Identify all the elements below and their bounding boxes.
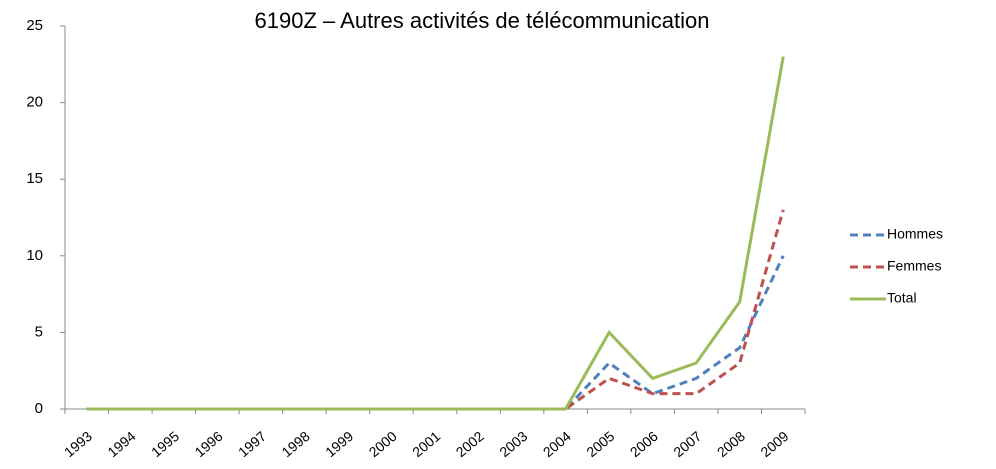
x-tick-label: 1997 xyxy=(235,428,269,460)
x-tick-label: 1998 xyxy=(279,428,313,460)
x-tick-label: 2005 xyxy=(583,428,617,460)
x-tick-label: 2007 xyxy=(670,428,704,460)
x-tick-label: 1994 xyxy=(104,428,138,460)
x-tick-label: 2001 xyxy=(409,428,443,460)
y-tick-label: 20 xyxy=(26,94,43,111)
x-tick-label: 2008 xyxy=(714,428,748,460)
x-tick-label: 2004 xyxy=(540,428,574,460)
x-tick-label: 2000 xyxy=(366,428,400,460)
x-tick-label: 1993 xyxy=(61,428,95,460)
y-tick-label: 5 xyxy=(35,323,43,340)
x-tick-label: 2002 xyxy=(453,428,487,460)
x-tick-label: 1996 xyxy=(192,428,226,460)
legend-label: Total xyxy=(887,290,917,306)
series-line xyxy=(86,209,785,411)
x-tick-label: 2009 xyxy=(757,428,791,460)
y-tick-label: 0 xyxy=(35,400,43,417)
x-tick-label: 1995 xyxy=(148,428,182,460)
chart-title: 6190Z – Autres activités de télécommunic… xyxy=(255,8,710,33)
legend-label: Hommes xyxy=(887,226,943,242)
series-line xyxy=(86,56,785,411)
x-tick-label: 2003 xyxy=(496,428,530,460)
y-tick-label: 15 xyxy=(26,170,43,187)
x-tick-label: 2006 xyxy=(627,428,661,460)
legend-label: Femmes xyxy=(887,258,941,274)
series-line xyxy=(86,255,785,411)
y-tick-label: 25 xyxy=(26,17,43,34)
y-tick-label: 10 xyxy=(26,247,43,264)
x-tick-label: 1999 xyxy=(322,428,356,460)
